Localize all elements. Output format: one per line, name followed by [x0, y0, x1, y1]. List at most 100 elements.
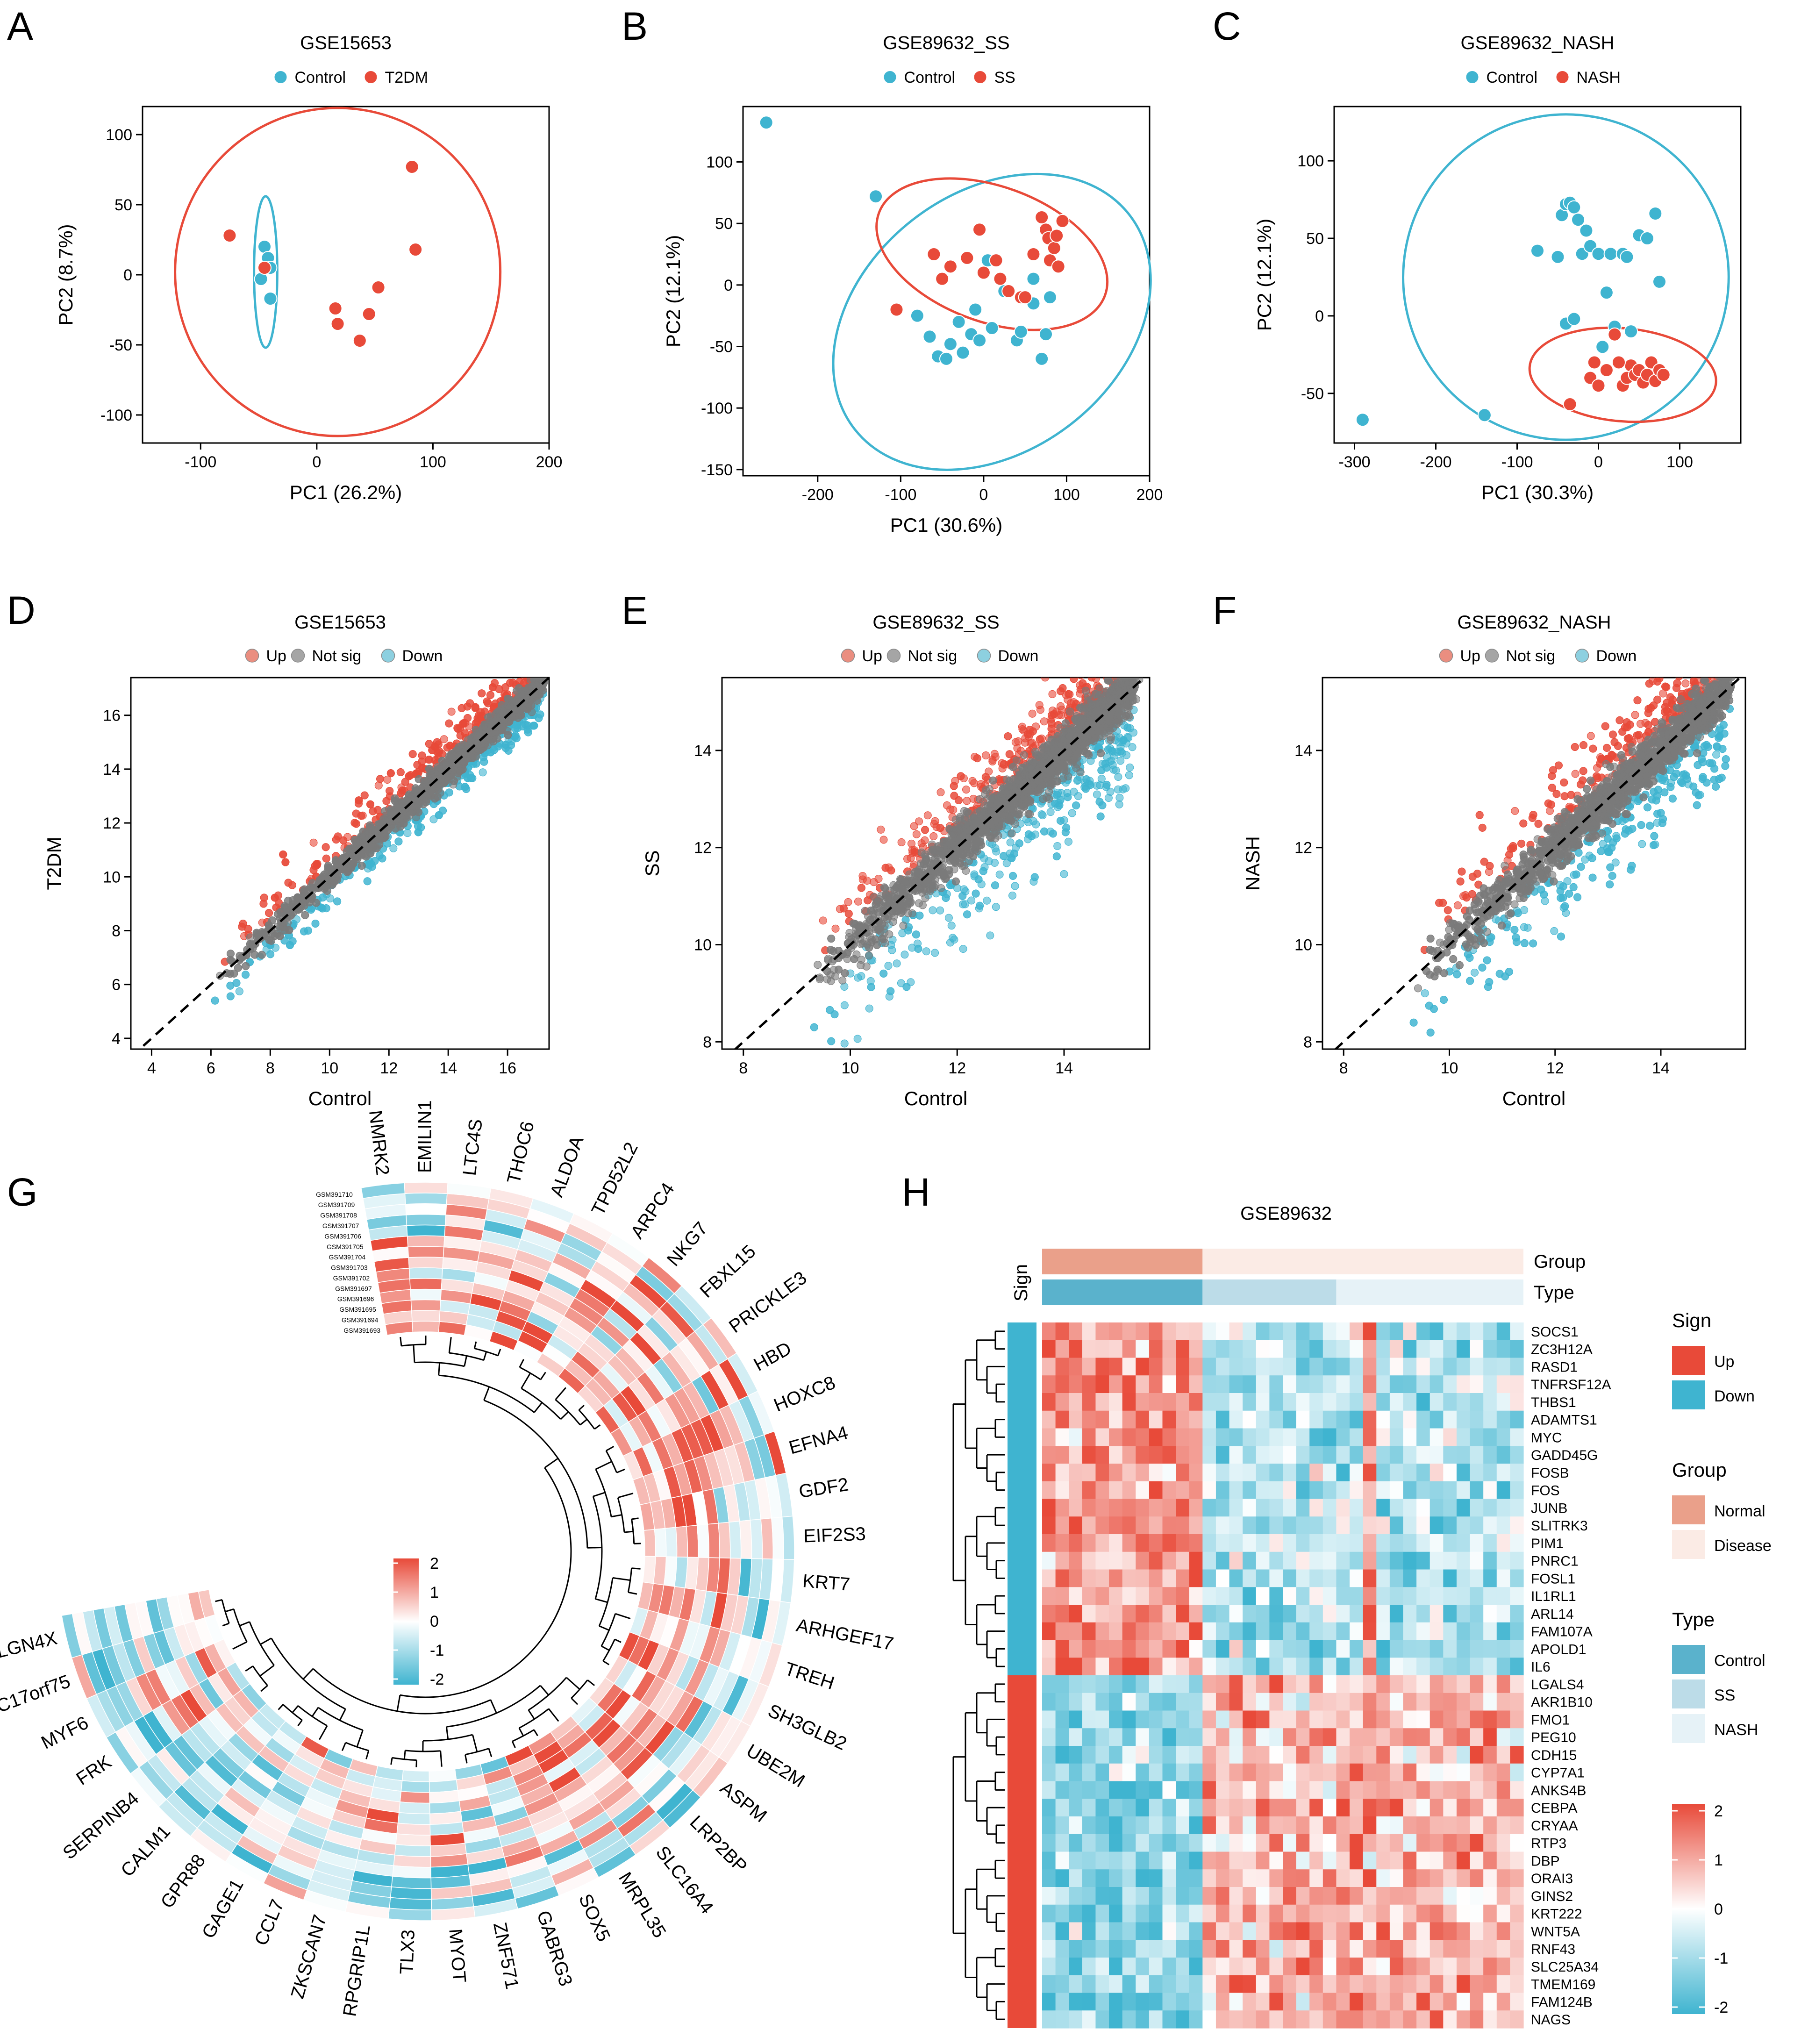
- y-tick-label: 10: [103, 868, 121, 886]
- point-up: [819, 916, 827, 925]
- x-axis-label: PC1 (30.6%): [890, 514, 1002, 536]
- point-down: [211, 996, 219, 1005]
- point-down: [1008, 854, 1016, 862]
- point-down: [1070, 787, 1078, 796]
- point-down: [307, 906, 315, 914]
- point-up: [447, 708, 456, 716]
- point-up: [1129, 669, 1136, 677]
- point-down: [991, 881, 999, 890]
- point-ss: [993, 272, 1008, 286]
- point-up: [519, 669, 526, 677]
- point-up: [1116, 666, 1124, 674]
- point-up: [535, 652, 542, 660]
- point-down: [974, 875, 983, 884]
- y-tick-label: -150: [701, 461, 733, 479]
- point-down: [1068, 809, 1076, 817]
- point-down: [286, 941, 294, 949]
- point-down: [1097, 775, 1106, 783]
- point-t2dm: [257, 261, 272, 275]
- point-up: [539, 650, 546, 658]
- point-up: [535, 660, 543, 667]
- point-up: [858, 875, 867, 884]
- point-up: [962, 786, 971, 794]
- point-down: [326, 894, 334, 903]
- point-down: [461, 783, 469, 791]
- point-ns: [349, 859, 357, 868]
- point-down: [1096, 812, 1105, 821]
- point-control: [985, 321, 999, 335]
- point-t2dm: [330, 317, 345, 331]
- legend-label-up: Up: [862, 647, 882, 665]
- point-control: [1551, 250, 1565, 264]
- point-control: [972, 333, 987, 348]
- point-up: [1127, 652, 1134, 660]
- x-tick-label: 14: [1055, 1059, 1073, 1077]
- point-up: [508, 659, 516, 666]
- point-up: [1112, 654, 1120, 662]
- point-t2dm: [362, 307, 376, 321]
- point-ns: [267, 936, 276, 945]
- point-down: [1000, 852, 1008, 860]
- point-up: [1127, 610, 1135, 618]
- plot-frame: [1333, 106, 1742, 444]
- point-up: [1106, 650, 1113, 658]
- panel-letter-b: B: [622, 4, 648, 48]
- point-down: [995, 871, 1004, 879]
- x-tick-label: 200: [536, 453, 563, 471]
- point-up: [1077, 678, 1084, 679]
- y-tick-label: 14: [103, 761, 121, 779]
- x-tick-label: 4: [147, 1059, 156, 1077]
- point-control: [1039, 327, 1053, 342]
- point-ns: [504, 702, 512, 711]
- legend-label-not-sig: Not sig: [312, 647, 362, 665]
- point-down: [958, 892, 967, 900]
- point-up: [844, 898, 852, 906]
- point-up: [527, 661, 535, 668]
- x-axis-label: Control: [308, 1087, 372, 1109]
- x-axis-label: PC1 (30.3%): [1481, 481, 1594, 503]
- point-up: [434, 749, 442, 757]
- x-tick-label: -100: [885, 486, 916, 504]
- point-up: [398, 786, 407, 795]
- point-ns: [357, 862, 366, 870]
- point-up: [1114, 665, 1121, 672]
- y-tick-label: -100: [701, 400, 733, 417]
- point-up: [839, 904, 848, 913]
- point-up: [517, 668, 525, 675]
- point-up: [1081, 667, 1088, 675]
- point-down: [1108, 747, 1116, 755]
- point-down: [363, 877, 372, 886]
- point-up: [1103, 643, 1110, 650]
- point-ss: [1047, 241, 1061, 255]
- point-up: [1123, 640, 1130, 647]
- point-up: [1124, 646, 1132, 654]
- point-ss: [889, 302, 904, 317]
- point-up: [309, 838, 318, 847]
- point-up: [1119, 637, 1127, 644]
- legend-label-control: Control: [295, 69, 346, 86]
- point-ss: [1001, 284, 1016, 298]
- point-ns: [838, 976, 847, 985]
- point-up: [1116, 645, 1123, 652]
- point-down: [949, 934, 957, 942]
- point-up: [1111, 670, 1119, 678]
- x-tick-label: 10: [842, 1059, 859, 1077]
- point-ns: [524, 696, 533, 705]
- legend-marker-up: [245, 649, 259, 663]
- legend-marker-control: [1465, 70, 1480, 84]
- point-up: [517, 645, 525, 653]
- point-down: [445, 788, 453, 797]
- point-down: [486, 748, 495, 757]
- point-down: [840, 1001, 849, 1009]
- point-down: [832, 1054, 839, 1062]
- point-control: [922, 329, 937, 344]
- point-up: [536, 652, 543, 660]
- point-down: [1126, 763, 1134, 772]
- legend-marker-down: [977, 649, 991, 663]
- point-down: [1072, 801, 1080, 810]
- point-up: [532, 659, 540, 666]
- x-tick-label: 200: [1136, 486, 1163, 504]
- confidence-ellipse-control: [253, 195, 279, 349]
- point-ss: [935, 272, 950, 286]
